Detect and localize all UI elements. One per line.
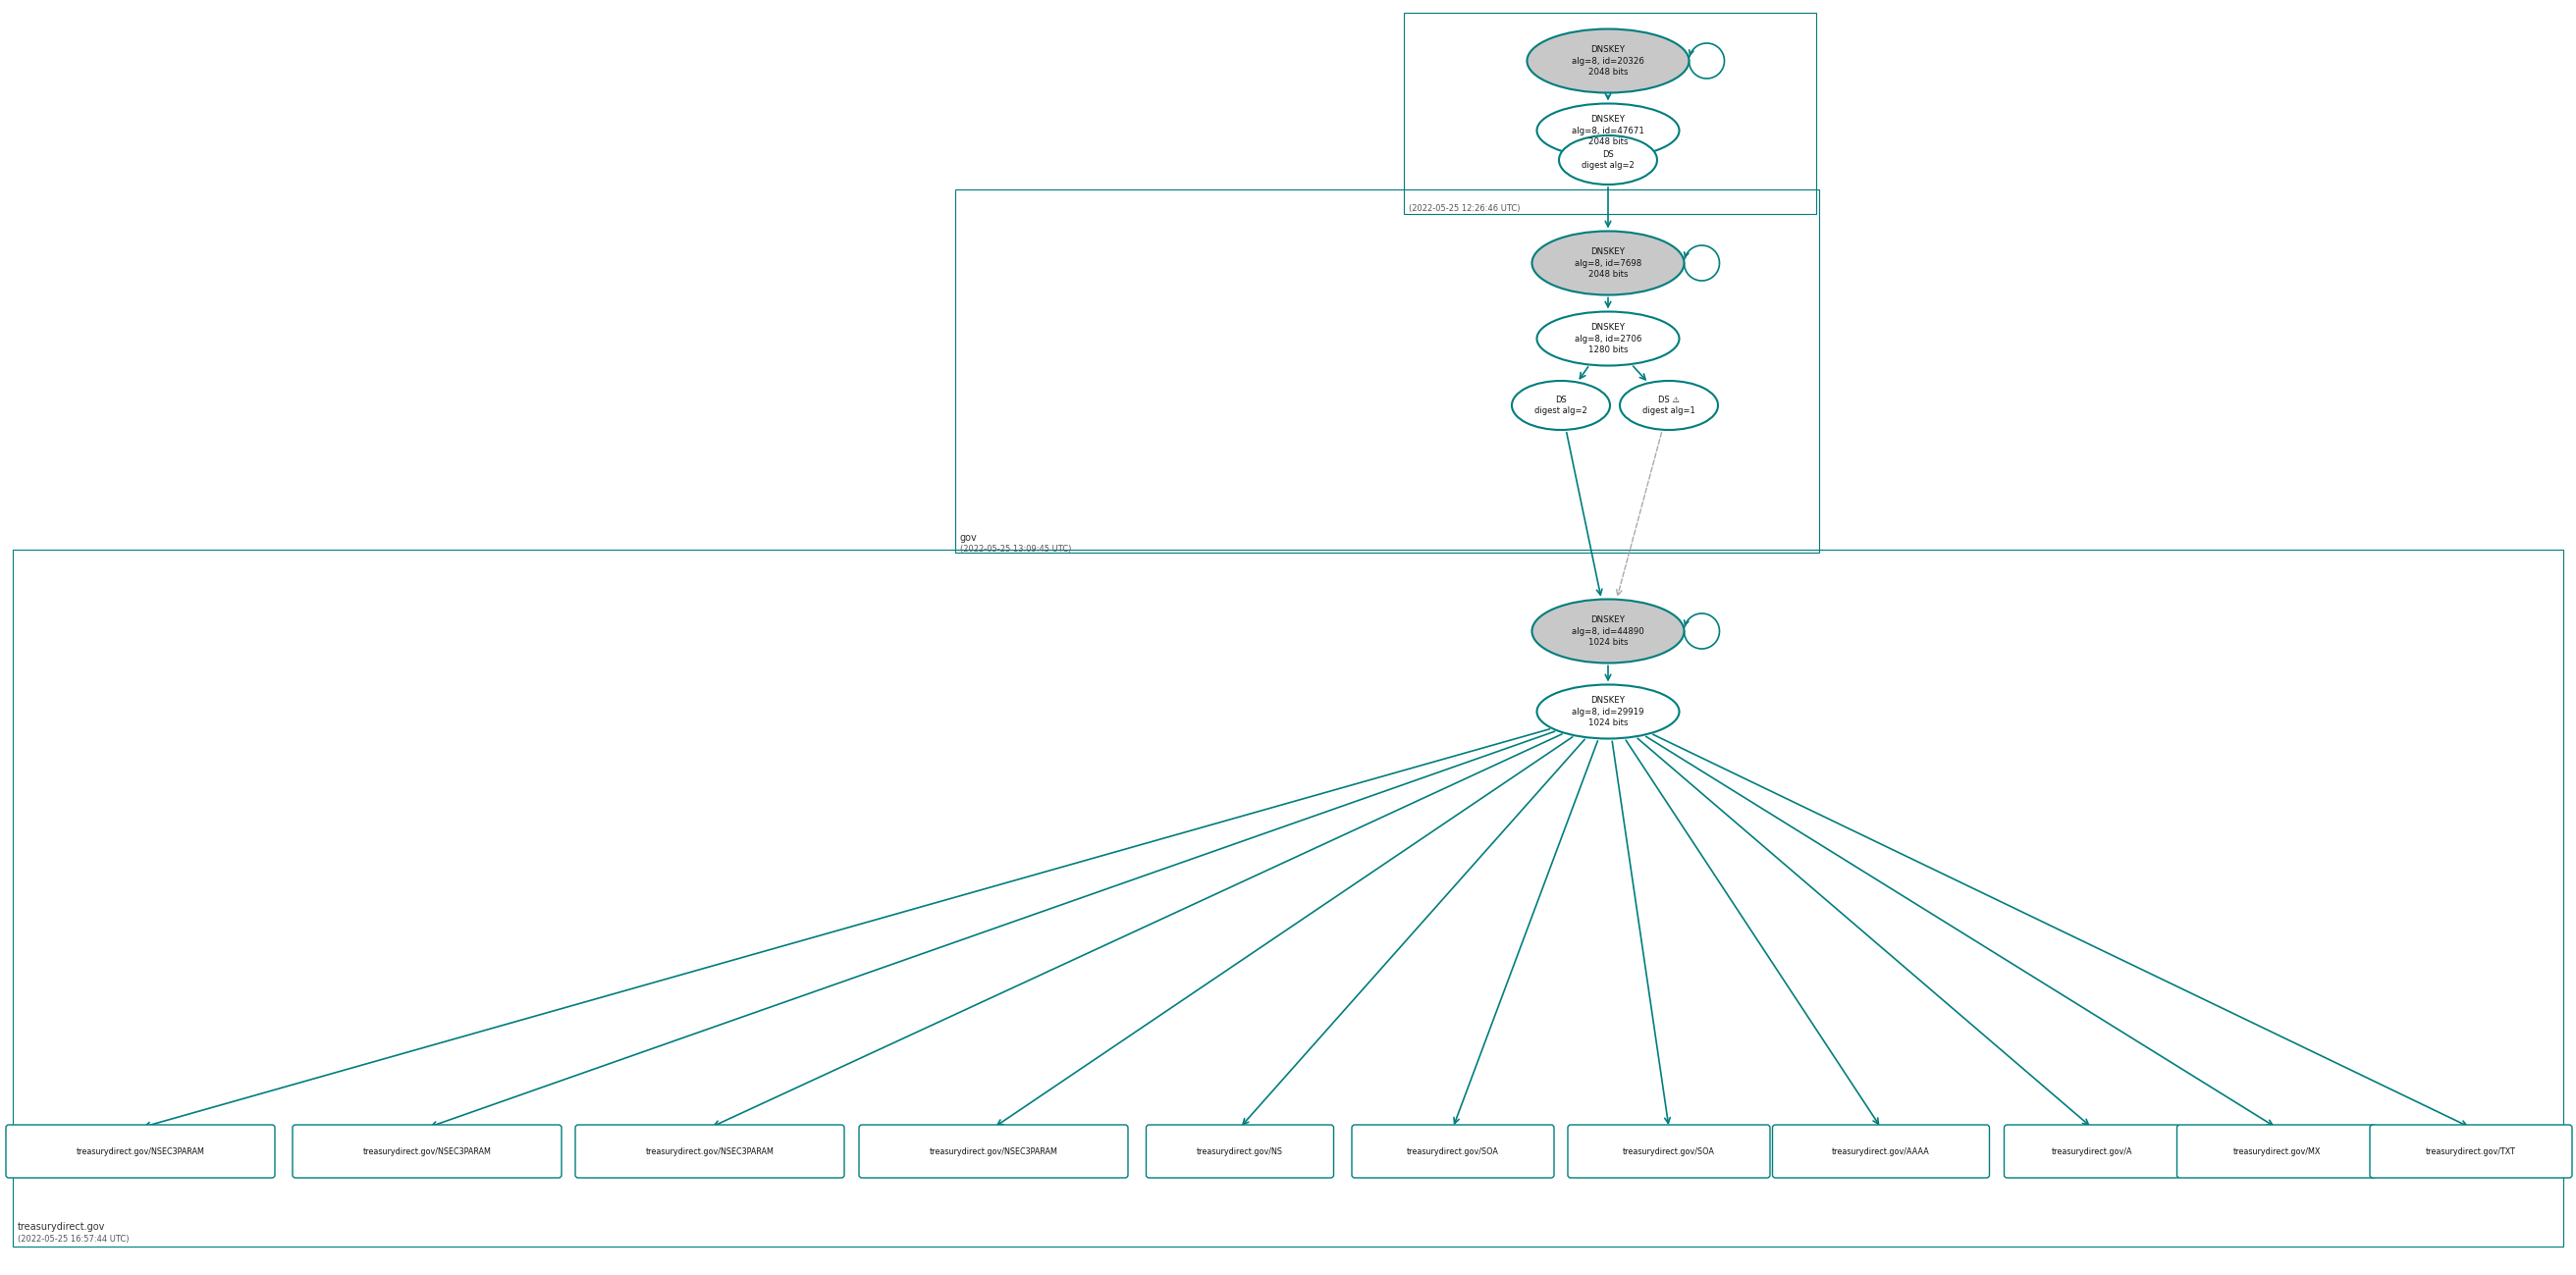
Ellipse shape (1538, 103, 1680, 158)
Text: DS ⚠
digest alg=1: DS ⚠ digest alg=1 (1643, 395, 1695, 416)
Ellipse shape (1528, 29, 1690, 93)
Text: treasurydirect.gov/TXT: treasurydirect.gov/TXT (2427, 1148, 2517, 1155)
Text: treasurydirect.gov/NSEC3PARAM: treasurydirect.gov/NSEC3PARAM (930, 1148, 1059, 1155)
Text: (2022-05-25 12:26:46 UTC): (2022-05-25 12:26:46 UTC) (1409, 204, 1520, 213)
Text: DNSKEY
alg=8, id=2706
1280 bits: DNSKEY alg=8, id=2706 1280 bits (1574, 324, 1641, 354)
FancyBboxPatch shape (1569, 1125, 1770, 1178)
Text: DNSKEY
alg=8, id=29919
1024 bits: DNSKEY alg=8, id=29919 1024 bits (1571, 696, 1643, 727)
Text: DNSKEY
alg=8, id=7698
2048 bits: DNSKEY alg=8, id=7698 2048 bits (1574, 247, 1641, 278)
FancyBboxPatch shape (1352, 1125, 1553, 1178)
Ellipse shape (1512, 381, 1610, 430)
Bar (956, 190, 1819, 552)
Ellipse shape (1538, 685, 1680, 738)
Ellipse shape (1558, 135, 1656, 185)
Ellipse shape (1538, 311, 1680, 366)
Text: treasurydirect.gov/MX: treasurydirect.gov/MX (2233, 1148, 2321, 1155)
Ellipse shape (1533, 231, 1685, 295)
Ellipse shape (1620, 381, 1718, 430)
Bar (13, 550, 2563, 1247)
Text: treasurydirect.gov/A: treasurydirect.gov/A (2050, 1148, 2133, 1155)
FancyBboxPatch shape (2370, 1125, 2571, 1178)
Text: DNSKEY
alg=8, id=47671
2048 bits: DNSKEY alg=8, id=47671 2048 bits (1571, 115, 1643, 145)
Text: treasurydirect.gov/NSEC3PARAM: treasurydirect.gov/NSEC3PARAM (363, 1148, 492, 1155)
Text: treasurydirect.gov: treasurydirect.gov (18, 1221, 106, 1232)
FancyBboxPatch shape (1772, 1125, 1989, 1178)
FancyBboxPatch shape (5, 1125, 276, 1178)
Text: treasurydirect.gov/NS: treasurydirect.gov/NS (1198, 1148, 1283, 1155)
Text: treasurydirect.gov/SOA: treasurydirect.gov/SOA (1623, 1148, 1716, 1155)
Text: treasurydirect.gov/NSEC3PARAM: treasurydirect.gov/NSEC3PARAM (647, 1148, 773, 1155)
FancyBboxPatch shape (294, 1125, 562, 1178)
FancyBboxPatch shape (2004, 1125, 2179, 1178)
FancyBboxPatch shape (2177, 1125, 2375, 1178)
Text: DNSKEY
alg=8, id=20326
2048 bits: DNSKEY alg=8, id=20326 2048 bits (1571, 46, 1643, 76)
Text: (2022-05-25 16:57:44 UTC): (2022-05-25 16:57:44 UTC) (18, 1234, 129, 1243)
Bar (1404, 13, 1816, 214)
FancyBboxPatch shape (1146, 1125, 1334, 1178)
Text: DS
digest alg=2: DS digest alg=2 (1582, 150, 1633, 170)
Text: gov: gov (961, 533, 976, 543)
Text: DS
digest alg=2: DS digest alg=2 (1535, 395, 1587, 416)
FancyBboxPatch shape (858, 1125, 1128, 1178)
Ellipse shape (1533, 599, 1685, 663)
Text: (2022-05-25 13:09:45 UTC): (2022-05-25 13:09:45 UTC) (961, 544, 1072, 553)
Text: treasurydirect.gov/SOA: treasurydirect.gov/SOA (1406, 1148, 1499, 1155)
Text: treasurydirect.gov/AAAA: treasurydirect.gov/AAAA (1832, 1148, 1929, 1155)
Text: DNSKEY
alg=8, id=44890
1024 bits: DNSKEY alg=8, id=44890 1024 bits (1571, 616, 1643, 646)
Text: treasurydirect.gov/NSEC3PARAM: treasurydirect.gov/NSEC3PARAM (77, 1148, 204, 1155)
FancyBboxPatch shape (574, 1125, 845, 1178)
